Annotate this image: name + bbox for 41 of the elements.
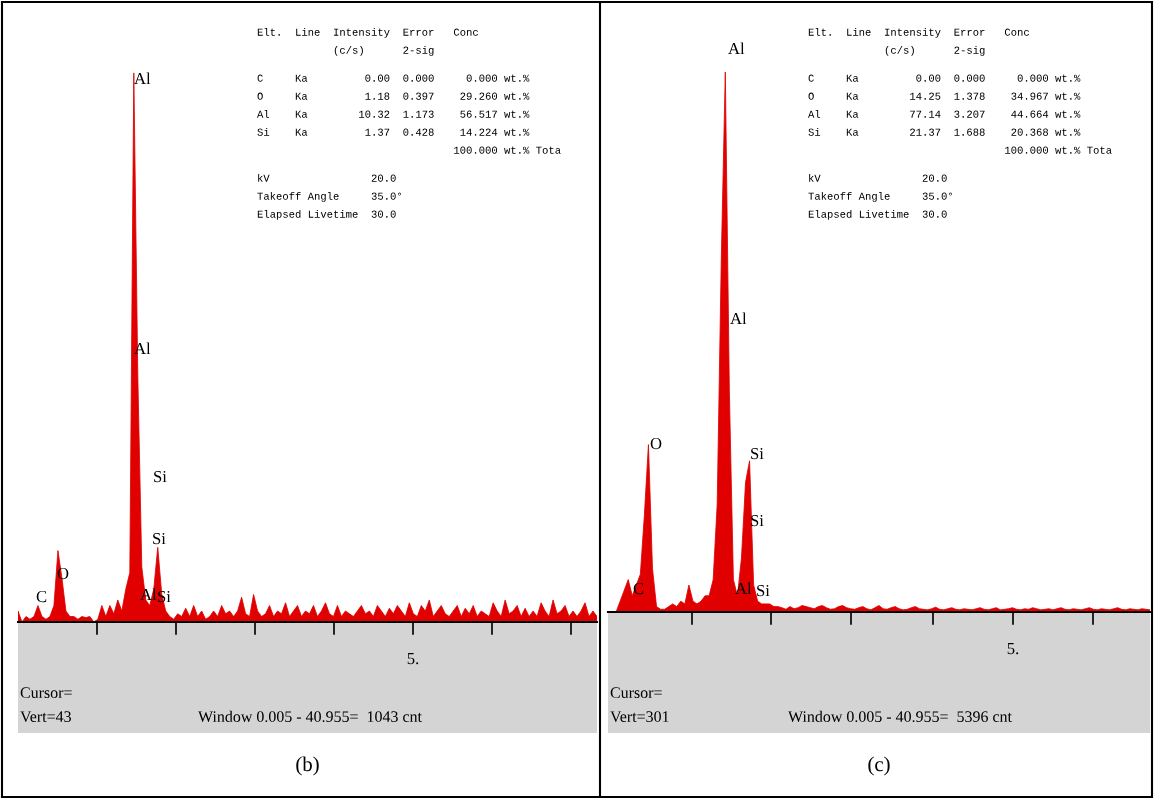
annotation: Al bbox=[134, 72, 151, 85]
annotation: Si bbox=[153, 532, 166, 545]
text: (b) bbox=[296, 756, 319, 776]
annotation: Al bbox=[735, 582, 752, 595]
annotation: Si Ka 1.37 0.428 14.224 wt.% bbox=[257, 128, 530, 136]
text: Cursor= bbox=[610, 687, 662, 698]
annotation: kV 20.0 bbox=[258, 174, 396, 182]
annotation: Si bbox=[757, 584, 770, 597]
annotation: Takeoff Angle 35.0° bbox=[257, 192, 401, 202]
annotation: 100.000 wt.% Tota bbox=[1005, 146, 1112, 154]
text: Elt. Line Intensity Error Conc bbox=[808, 28, 1029, 38]
annotation: C Ka 0.00 0.000 0.000 wt.% bbox=[808, 74, 1081, 82]
annotation: Al Ka 77.14 3.207 44.664 wt.% bbox=[808, 110, 1081, 118]
annotation: Si Ka 21.37 1.688 20.368 wt.% bbox=[808, 128, 1081, 136]
text: Elt. Line Intensity Error Conc bbox=[257, 28, 478, 38]
text: Window 0.005 - 40.955= 5396 cnt bbox=[788, 710, 1012, 723]
annotation: C bbox=[36, 590, 47, 603]
annotation: C Ka 0.00 0.000 0.000 wt.% bbox=[257, 74, 530, 82]
annotation: O bbox=[650, 437, 662, 450]
annotation: Al bbox=[730, 312, 747, 325]
text: Vert=301 bbox=[610, 711, 669, 723]
text: (c/s) 2-sig bbox=[334, 46, 434, 56]
annotation: 100.000 wt.% Tota bbox=[454, 146, 561, 154]
annotation: O Ka 14.25 1.378 34.967 wt.% bbox=[808, 92, 1081, 100]
text: Vert=43 bbox=[20, 711, 71, 723]
text: 5. bbox=[1007, 643, 1019, 655]
text: 5. bbox=[407, 653, 419, 665]
annotation: kV 20.0 bbox=[809, 174, 947, 182]
text: (c) bbox=[868, 756, 890, 776]
text: Window 0.005 - 40.955= 1043 cnt bbox=[198, 710, 422, 723]
annotation: Takeoff Angle 35.0° bbox=[808, 192, 952, 202]
annotation: Al Ka 10.32 1.173 56.517 wt.% bbox=[257, 110, 530, 118]
text: Cursor= bbox=[20, 687, 72, 698]
annotation: Si bbox=[751, 447, 764, 460]
annotation: Elapsed Livetime 30.0 bbox=[257, 210, 396, 220]
annotation: C bbox=[633, 582, 644, 595]
annotation: Si bbox=[154, 470, 167, 483]
text: (c/s) 2-sig bbox=[885, 46, 985, 56]
annotation: Elapsed Livetime 30.0 bbox=[808, 210, 947, 220]
text: Al bbox=[728, 42, 745, 55]
annotation: O Ka 1.18 0.397 29.260 wt.% bbox=[257, 92, 530, 100]
